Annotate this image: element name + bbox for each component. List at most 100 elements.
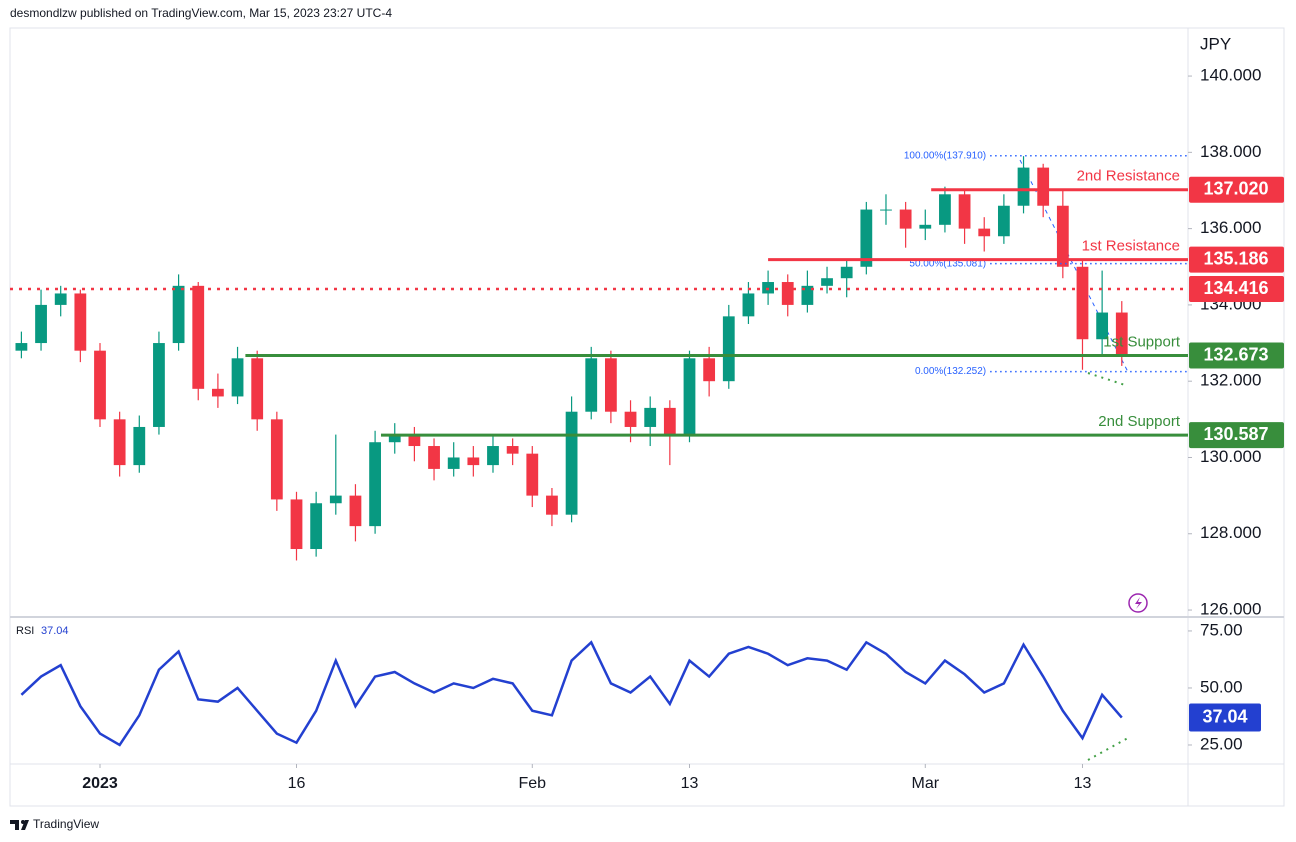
indicator-value: 37.04 xyxy=(41,625,69,637)
candle-body xyxy=(821,278,833,286)
candle-body xyxy=(428,446,440,469)
x-tick-label: 13 xyxy=(681,775,699,792)
candle-body xyxy=(801,285,814,305)
fib-level-label: 50.00%(135.081) xyxy=(909,258,986,269)
candle-body xyxy=(624,411,637,427)
candle-body xyxy=(526,453,539,496)
fib-level-label: 0.00%(132.252) xyxy=(915,366,986,377)
candle-body xyxy=(1096,312,1109,340)
candle-body xyxy=(604,358,617,412)
x-tick-label: Feb xyxy=(519,775,547,792)
candle-body xyxy=(113,419,126,466)
tradingview-logo xyxy=(10,820,29,830)
level-badge xyxy=(1189,176,1284,203)
candle-body xyxy=(663,407,676,435)
y-tick-label: 136.000 xyxy=(1200,218,1261,237)
candle-body xyxy=(94,350,106,420)
level-price-label: 134.416 xyxy=(1203,278,1268,298)
candle-body xyxy=(290,499,303,550)
indicator-name: RSI xyxy=(16,625,34,637)
level-price-label: 132.673 xyxy=(1203,344,1268,364)
candle-body xyxy=(15,343,28,351)
candle-body xyxy=(211,388,224,397)
candle-body xyxy=(270,419,283,500)
candle-body xyxy=(1017,167,1030,206)
brand-name: TradingView xyxy=(33,817,99,831)
level-price-label: 137.020 xyxy=(1203,178,1268,198)
rsi-badge xyxy=(1189,703,1261,732)
y-tick-label: 50.00 xyxy=(1200,677,1243,696)
candle-body xyxy=(467,457,480,466)
level-badge xyxy=(1189,422,1284,449)
candle-body xyxy=(683,358,696,435)
candle-body xyxy=(880,209,892,211)
y-tick-label: 128.000 xyxy=(1200,523,1261,542)
price-divergence-line xyxy=(1087,372,1126,386)
candle-body xyxy=(565,411,578,515)
candle-body xyxy=(153,343,165,427)
candle-body xyxy=(310,503,323,550)
level-badge xyxy=(1189,276,1284,303)
candle-body xyxy=(408,434,421,447)
rsi-value-label: 37.04 xyxy=(1202,706,1247,726)
candle-body xyxy=(447,457,460,469)
y-tick-label: 130.000 xyxy=(1200,447,1261,466)
candle-body xyxy=(703,358,716,382)
candle-body xyxy=(644,407,657,427)
candle-body xyxy=(251,358,264,420)
candle-body xyxy=(349,495,362,527)
candle-body xyxy=(860,209,873,267)
y-tick-label: 132.000 xyxy=(1200,371,1261,390)
candle-body xyxy=(369,442,381,527)
x-tick-label: Mar xyxy=(912,775,940,792)
publisher-header: desmondlzw published on TradingView.com,… xyxy=(10,6,392,20)
y-tick-label: 126.000 xyxy=(1200,600,1261,619)
currency-unit: JPY xyxy=(1200,34,1231,53)
candle-body xyxy=(172,285,185,344)
candle-body xyxy=(35,304,47,344)
y-tick-label: 140.000 xyxy=(1200,66,1261,85)
candle-body xyxy=(74,293,87,351)
candle-body xyxy=(762,282,774,294)
level-price-label: 130.587 xyxy=(1203,424,1268,444)
candle-body xyxy=(958,194,971,229)
level-badge xyxy=(1189,342,1284,369)
candle-body xyxy=(487,446,499,466)
alert-icon[interactable] xyxy=(1128,593,1148,613)
candle-body xyxy=(997,205,1010,237)
candle-body xyxy=(899,209,912,229)
candle-body xyxy=(781,282,794,305)
candle-body xyxy=(192,285,205,389)
candle-body xyxy=(585,358,598,412)
candle-body xyxy=(231,358,244,397)
chart-frame xyxy=(9,27,1285,807)
candle-body xyxy=(388,434,401,443)
rsi-line xyxy=(20,640,1123,747)
candle-body xyxy=(742,293,755,317)
candle-body xyxy=(919,224,932,229)
candle-body xyxy=(840,266,853,279)
candle-body xyxy=(1056,205,1069,267)
rsi-divergence-line xyxy=(1087,737,1129,761)
y-tick-label: 25.00 xyxy=(1200,734,1243,753)
candle-body xyxy=(329,495,342,504)
level-name: 1st Support xyxy=(1103,333,1181,350)
candle-body xyxy=(546,495,558,515)
candle-body xyxy=(939,194,951,225)
level-name: 2nd Support xyxy=(1098,413,1181,430)
level-price-label: 135.186 xyxy=(1203,248,1268,268)
x-tick-label: 13 xyxy=(1074,775,1092,792)
level-badge xyxy=(1189,246,1284,273)
candle-body xyxy=(722,316,735,382)
x-tick-label: 2023 xyxy=(82,775,118,792)
candle-body xyxy=(54,293,67,305)
candle-body xyxy=(1037,167,1050,206)
level-name: 1st Resistance xyxy=(1082,238,1180,255)
y-tick-label: 75.00 xyxy=(1200,620,1243,639)
y-tick-label: 138.000 xyxy=(1200,142,1261,161)
candle-body xyxy=(1076,266,1089,340)
candle-body xyxy=(978,228,991,237)
level-name: 2nd Resistance xyxy=(1077,168,1180,185)
candle-body xyxy=(506,446,519,454)
